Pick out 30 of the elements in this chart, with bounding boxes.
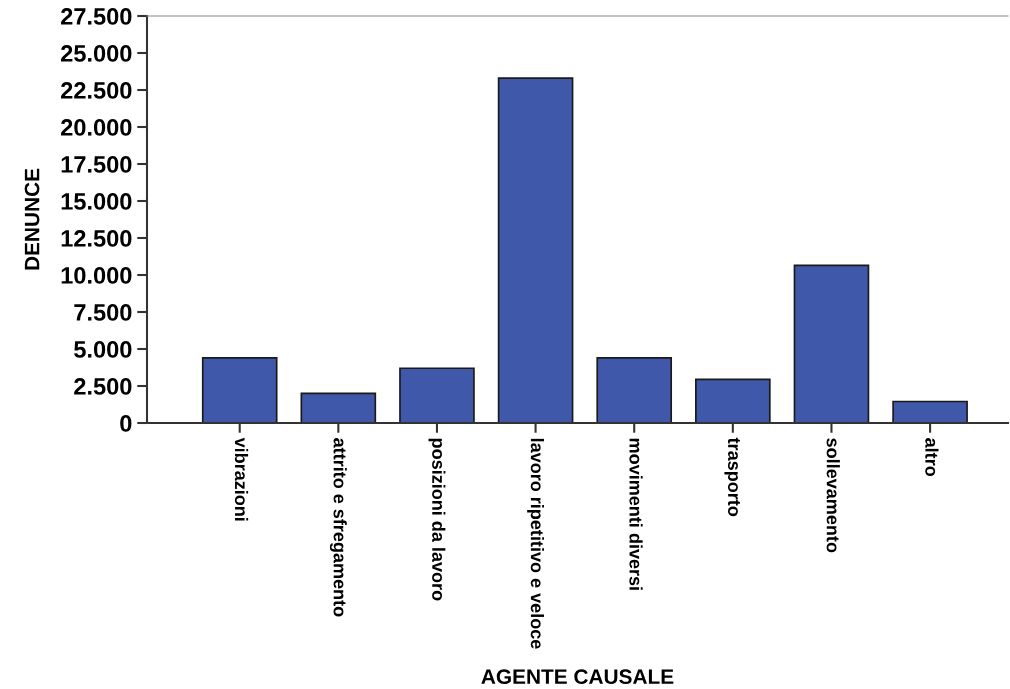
bar <box>793 264 870 423</box>
x-tick-label: lavoro ripetitivo e veloce <box>527 438 544 649</box>
x-tick-label: vibrazioni <box>234 437 249 521</box>
x-tick-label: posizioni da lavoro <box>428 438 446 601</box>
bar <box>892 400 968 423</box>
bar <box>596 357 673 423</box>
x-tick-label: sollevamento <box>826 438 840 553</box>
y-tick-label: 27.500 <box>61 8 132 25</box>
x-axis-title: AGENTE CAUSALE <box>481 669 674 685</box>
bar <box>201 357 278 423</box>
bar <box>695 378 771 423</box>
y-tick-label: 22.500 <box>61 82 132 99</box>
x-tick-label: altro <box>925 438 939 476</box>
y-tick-label: 20.000 <box>61 119 132 136</box>
y-tick-label: 17.500 <box>61 156 132 173</box>
y-tick-label: 5.000 <box>74 341 132 358</box>
x-tick-label: movimenti diversi <box>629 438 643 590</box>
bar <box>399 367 475 423</box>
bar <box>497 77 574 423</box>
y-tick-label: 7.500 <box>74 304 132 321</box>
x-tick-label: attrito e sfregamento <box>329 438 347 617</box>
y-axis-title: DENUNCE <box>24 168 40 270</box>
y-tick-label: 25.000 <box>61 45 132 62</box>
x-tick-label: trasporto <box>724 437 740 517</box>
y-tick-label: 0 <box>120 415 132 432</box>
bar <box>300 392 377 423</box>
y-tick-label: 2.500 <box>74 378 132 395</box>
y-tick-label: 10.000 <box>61 267 132 284</box>
y-tick-label: 15.000 <box>61 193 132 210</box>
y-tick-label: 12.500 <box>61 230 132 247</box>
